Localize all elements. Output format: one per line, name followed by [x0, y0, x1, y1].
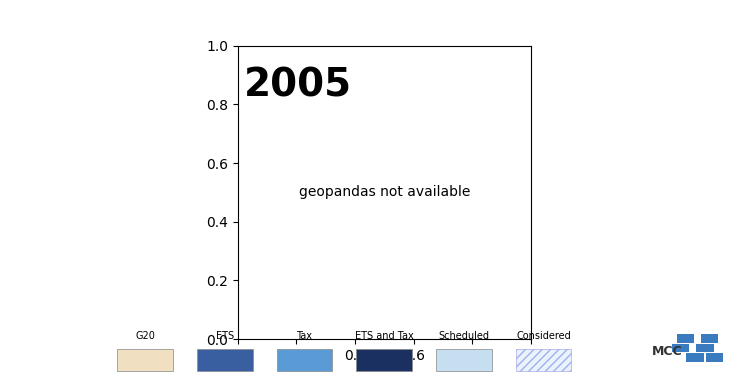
Text: G20: G20 — [135, 331, 155, 341]
FancyBboxPatch shape — [436, 349, 492, 371]
FancyBboxPatch shape — [117, 349, 173, 371]
FancyBboxPatch shape — [277, 349, 332, 371]
FancyBboxPatch shape — [672, 344, 689, 352]
Text: MCC: MCC — [652, 345, 682, 358]
Text: Considered: Considered — [516, 331, 571, 341]
FancyBboxPatch shape — [696, 344, 713, 352]
FancyBboxPatch shape — [356, 349, 412, 371]
Text: ETS and Tax: ETS and Tax — [355, 331, 413, 341]
Text: Scheduled: Scheduled — [438, 331, 489, 341]
FancyBboxPatch shape — [700, 334, 718, 343]
FancyBboxPatch shape — [676, 334, 694, 343]
Text: Tax: Tax — [296, 331, 313, 341]
FancyBboxPatch shape — [196, 349, 253, 371]
Text: ETS: ETS — [216, 331, 234, 341]
FancyBboxPatch shape — [516, 349, 572, 371]
Text: geopandas not available: geopandas not available — [298, 186, 470, 199]
Text: 2005: 2005 — [244, 66, 352, 104]
FancyBboxPatch shape — [686, 354, 703, 362]
FancyBboxPatch shape — [706, 354, 723, 362]
